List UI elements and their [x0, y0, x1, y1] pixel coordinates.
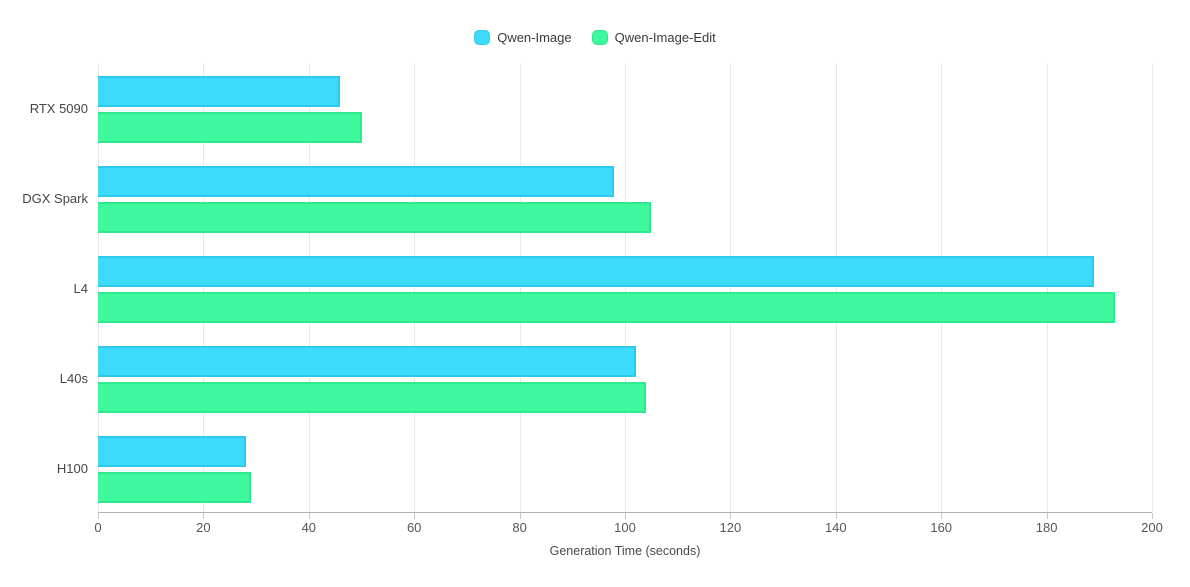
category-label: L40s — [59, 370, 88, 386]
bar-qwen-image-dgx-spark[interactable] — [98, 166, 615, 197]
x-tick-label: 80 — [512, 520, 527, 535]
legend-swatch-icon — [474, 30, 491, 45]
x-tick-label: 140 — [824, 520, 847, 535]
category-label: H100 — [56, 460, 88, 476]
legend-item-qwen-image-edit[interactable]: Qwen-Image-Edit — [591, 30, 716, 45]
x-tick-label: 60 — [406, 520, 422, 535]
x-gridline — [1152, 63, 1153, 512]
x-gridline — [308, 63, 310, 512]
bar-qwen-image-edit-l40s[interactable] — [98, 382, 647, 413]
x-tick-label: 160 — [930, 520, 953, 535]
x-tickmark — [1046, 513, 1048, 519]
bar-qwen-image-edit-dgx-spark[interactable] — [98, 202, 652, 233]
x-tickmark — [308, 513, 310, 519]
x-tickmark — [835, 513, 837, 519]
x-gridline — [941, 63, 943, 512]
legend-label: Qwen-Image-Edit — [614, 30, 716, 45]
x-gridline — [519, 63, 521, 512]
chart-legend: Qwen-Image Qwen-Image-Edit — [0, 30, 1190, 45]
bar-qwen-image-l4[interactable] — [98, 256, 1095, 287]
x-tickmark — [203, 513, 205, 519]
x-tick-label: 20 — [196, 520, 211, 535]
x-tickmark — [519, 513, 521, 519]
legend-item-qwen-image[interactable]: Qwen-Image — [474, 30, 572, 45]
legend-label: Qwen-Image — [497, 30, 572, 45]
x-tick-label: 40 — [301, 520, 317, 535]
bar-qwen-image-edit-h100[interactable] — [98, 472, 251, 503]
x-gridline — [730, 63, 732, 512]
x-tick-label: 200 — [1141, 520, 1163, 535]
x-gridline — [98, 63, 99, 512]
x-gridline — [625, 63, 626, 512]
x-tick-label: 0 — [94, 520, 102, 535]
plot-area[interactable]: Generation Time (seconds) 0 20 40 60 80 100 12… — [94, 63, 1163, 558]
x-axis-title: Generation Time (seconds) — [549, 544, 701, 558]
x-gridline — [414, 63, 416, 512]
x-tickmark — [414, 513, 416, 519]
y-axis-category-labels: RTX 5090 DGX Spark L4 L40s H100 — [0, 63, 88, 513]
x-tickmark — [625, 513, 626, 519]
x-tickmark — [730, 513, 732, 519]
x-tickmark — [941, 513, 943, 519]
x-gridline — [835, 63, 837, 512]
category-label: L4 — [73, 280, 88, 296]
bar-qwen-image-edit-l4[interactable] — [98, 292, 1116, 323]
x-tick-label: 100 — [614, 520, 636, 535]
x-tick-label: 180 — [1035, 520, 1058, 535]
x-gridline — [1046, 63, 1048, 512]
category-label: RTX 5090 — [29, 100, 88, 116]
bar-qwen-image-edit-rtx-5090[interactable] — [98, 112, 362, 143]
x-tick-label: 120 — [719, 520, 742, 535]
bar-qwen-image-rtx-5090[interactable] — [98, 76, 341, 107]
bar-qwen-image-l40s[interactable] — [98, 346, 636, 377]
category-label: DGX Spark — [22, 190, 88, 206]
bar-qwen-image-h100[interactable] — [98, 436, 246, 467]
legend-swatch-icon — [591, 30, 608, 45]
x-tickmark — [98, 513, 99, 519]
x-gridline — [203, 63, 205, 512]
x-tickmark — [1152, 513, 1153, 519]
